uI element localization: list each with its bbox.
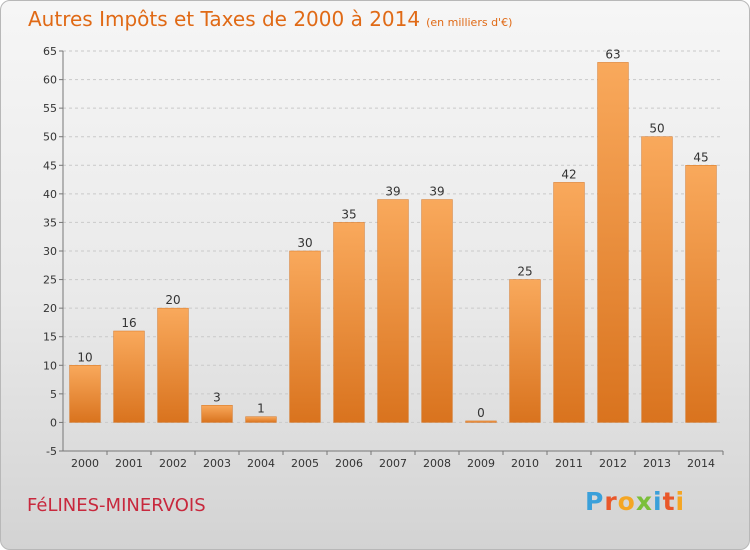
x-tick-label: 2013 [643,457,671,470]
y-tick-label: 15 [43,331,57,344]
logo-letter: r [604,487,618,516]
y-tick-label: 5 [50,388,57,401]
y-tick-label: 60 [43,74,57,87]
x-tick-label: 2012 [599,457,627,470]
x-tick-label: 2011 [555,457,583,470]
data-label-2000: 10 [77,350,92,364]
bar-2000 [69,365,101,423]
bar-2001 [113,330,145,423]
data-label-2009: 0 [477,406,485,420]
bar-2003 [201,405,233,423]
bar-2013 [641,136,673,423]
data-label-2005: 30 [297,236,312,250]
bar-2011 [553,182,585,423]
y-tick-label: -5 [46,445,57,458]
bar-2002 [157,307,189,423]
location-name: FéLINES-MINERVOIS [27,495,206,516]
y-tick-label: 65 [43,45,57,58]
bar-2012 [597,62,629,423]
logo-letter: o [617,487,636,516]
bar-2014 [685,165,717,423]
y-tick-label: 35 [43,216,57,229]
bar-2005 [289,250,321,423]
data-label-2006: 35 [341,207,356,221]
y-tick-label: 40 [43,188,57,201]
data-label-2007: 39 [385,185,400,199]
x-tick-label: 2008 [423,457,451,470]
y-tick-label: 20 [43,302,57,315]
bar-2008 [421,199,453,423]
x-tick-label: 2010 [511,457,539,470]
x-tick-label: 2000 [71,457,99,470]
x-tick-label: 2003 [203,457,231,470]
chart-title: Autres Impôts et Taxes de 2000 à 2014 (en… [28,7,513,31]
y-tick-label: 50 [43,131,57,144]
x-tick-label: 2006 [335,457,363,470]
x-tick-label: 2005 [291,457,319,470]
y-tick-label: 30 [43,245,57,258]
x-tick-label: 2014 [687,457,715,470]
data-label-2003: 3 [213,390,221,404]
data-label-2012: 63 [605,47,620,61]
data-label-2002: 20 [165,293,180,307]
data-label-2010: 25 [517,265,532,279]
x-tick-label: 2004 [247,457,275,470]
data-label-2011: 42 [561,167,576,181]
logo-letter: x [635,487,653,516]
logo-letter: i [653,487,663,516]
logo-letter: P [585,487,605,516]
y-tick-label: 25 [43,274,57,287]
chart-subtitle: (en milliers d'€) [426,16,513,29]
x-tick-label: 2007 [379,457,407,470]
bar-2007 [377,199,409,423]
bar-2004 [245,416,277,423]
data-label-2014: 45 [693,150,708,164]
bar-2009 [465,420,497,423]
x-tick-label: 2001 [115,457,143,470]
proxiti-logo: Proxiti [585,487,685,516]
x-tick-label: 2002 [159,457,187,470]
bar-2006 [333,222,365,423]
logo-letter: t [662,487,676,516]
y-tick-label: 10 [43,359,57,372]
bar-2010 [509,279,541,423]
y-tick-label: 55 [43,102,57,115]
data-label-2008: 39 [429,185,444,199]
data-label-2004: 1 [257,402,265,416]
logo-letter: i [675,487,686,516]
x-tick-label: 2009 [467,457,495,470]
y-tick-label: 0 [50,416,57,429]
data-label-2001: 16 [121,316,136,330]
data-label-2013: 50 [649,122,664,136]
y-tick-label: 45 [43,159,57,172]
